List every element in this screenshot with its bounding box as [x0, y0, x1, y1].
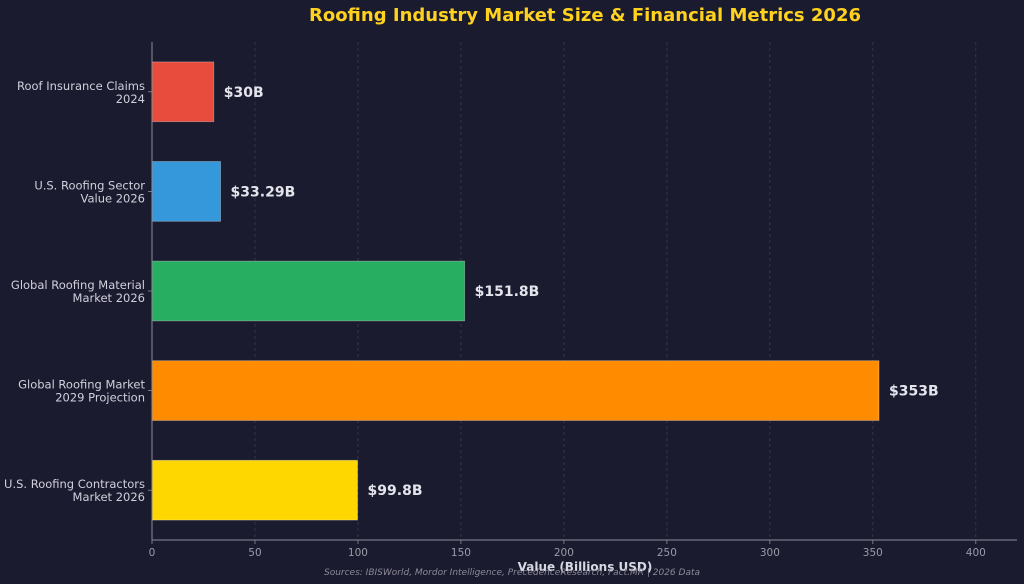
x-tick-label: 150: [451, 547, 471, 559]
category-label-line: U.S. Roofing Sector: [34, 178, 145, 192]
x-axis-label: Value (Billions USD): [518, 560, 653, 574]
chart-title: Roofing Industry Market Size & Financial…: [309, 5, 861, 26]
bar: [151, 61, 215, 123]
category-label-line: 2024: [116, 92, 145, 106]
bar-value-label: $99.8B: [368, 483, 423, 499]
bar-value-label: $30B: [224, 85, 264, 101]
x-tick-label: 250: [657, 547, 677, 559]
category-label-line: Market 2026: [73, 490, 145, 504]
category-label-line: 2029 Projection: [55, 391, 145, 405]
bar: [151, 161, 221, 222]
x-tick-label: 50: [248, 547, 261, 559]
x-tick-label: 350: [863, 547, 883, 559]
category-label: Roof Insurance Claims 2024: [17, 79, 145, 106]
category-label: U.S. Roofing Contractors Market 2026: [4, 477, 145, 504]
category-label: Global Roofing Market 2029 Projection: [18, 378, 145, 405]
source-note: Sources: IBISWorld, Mordor Intelligence,…: [324, 568, 700, 578]
bar-value-label: $353B: [889, 384, 939, 400]
axes: 0 50 100 150 200 250 300 350 400 Roof Insurance C…: [4, 42, 1017, 559]
bars: $30B $33.29B $151.8B $353B $99.8B: [151, 61, 939, 521]
bar: [151, 260, 466, 322]
bar: [151, 360, 880, 421]
x-tick-label: 300: [760, 547, 780, 559]
category-label: U.S. Roofing Sector Value 2026: [34, 178, 145, 205]
category-label: Global Roofing Material Market 2026: [11, 278, 145, 305]
category-label-line: U.S. Roofing Contractors: [4, 477, 145, 491]
category-label-line: Market 2026: [73, 291, 145, 305]
category-label-line: Roof Insurance Claims: [17, 79, 145, 93]
x-tick-label: 400: [966, 547, 986, 559]
x-tick-label: 100: [348, 547, 368, 559]
category-label-line: Global Roofing Market: [18, 378, 145, 392]
category-label-line: Global Roofing Material: [11, 278, 145, 292]
bar-value-label: $151.8B: [475, 284, 540, 300]
category-label-line: Value 2026: [80, 191, 145, 205]
x-tick-label: 0: [149, 547, 156, 559]
bar: [151, 459, 358, 521]
x-tick-label: 200: [554, 547, 574, 559]
bar-value-label: $33.29B: [231, 184, 296, 200]
